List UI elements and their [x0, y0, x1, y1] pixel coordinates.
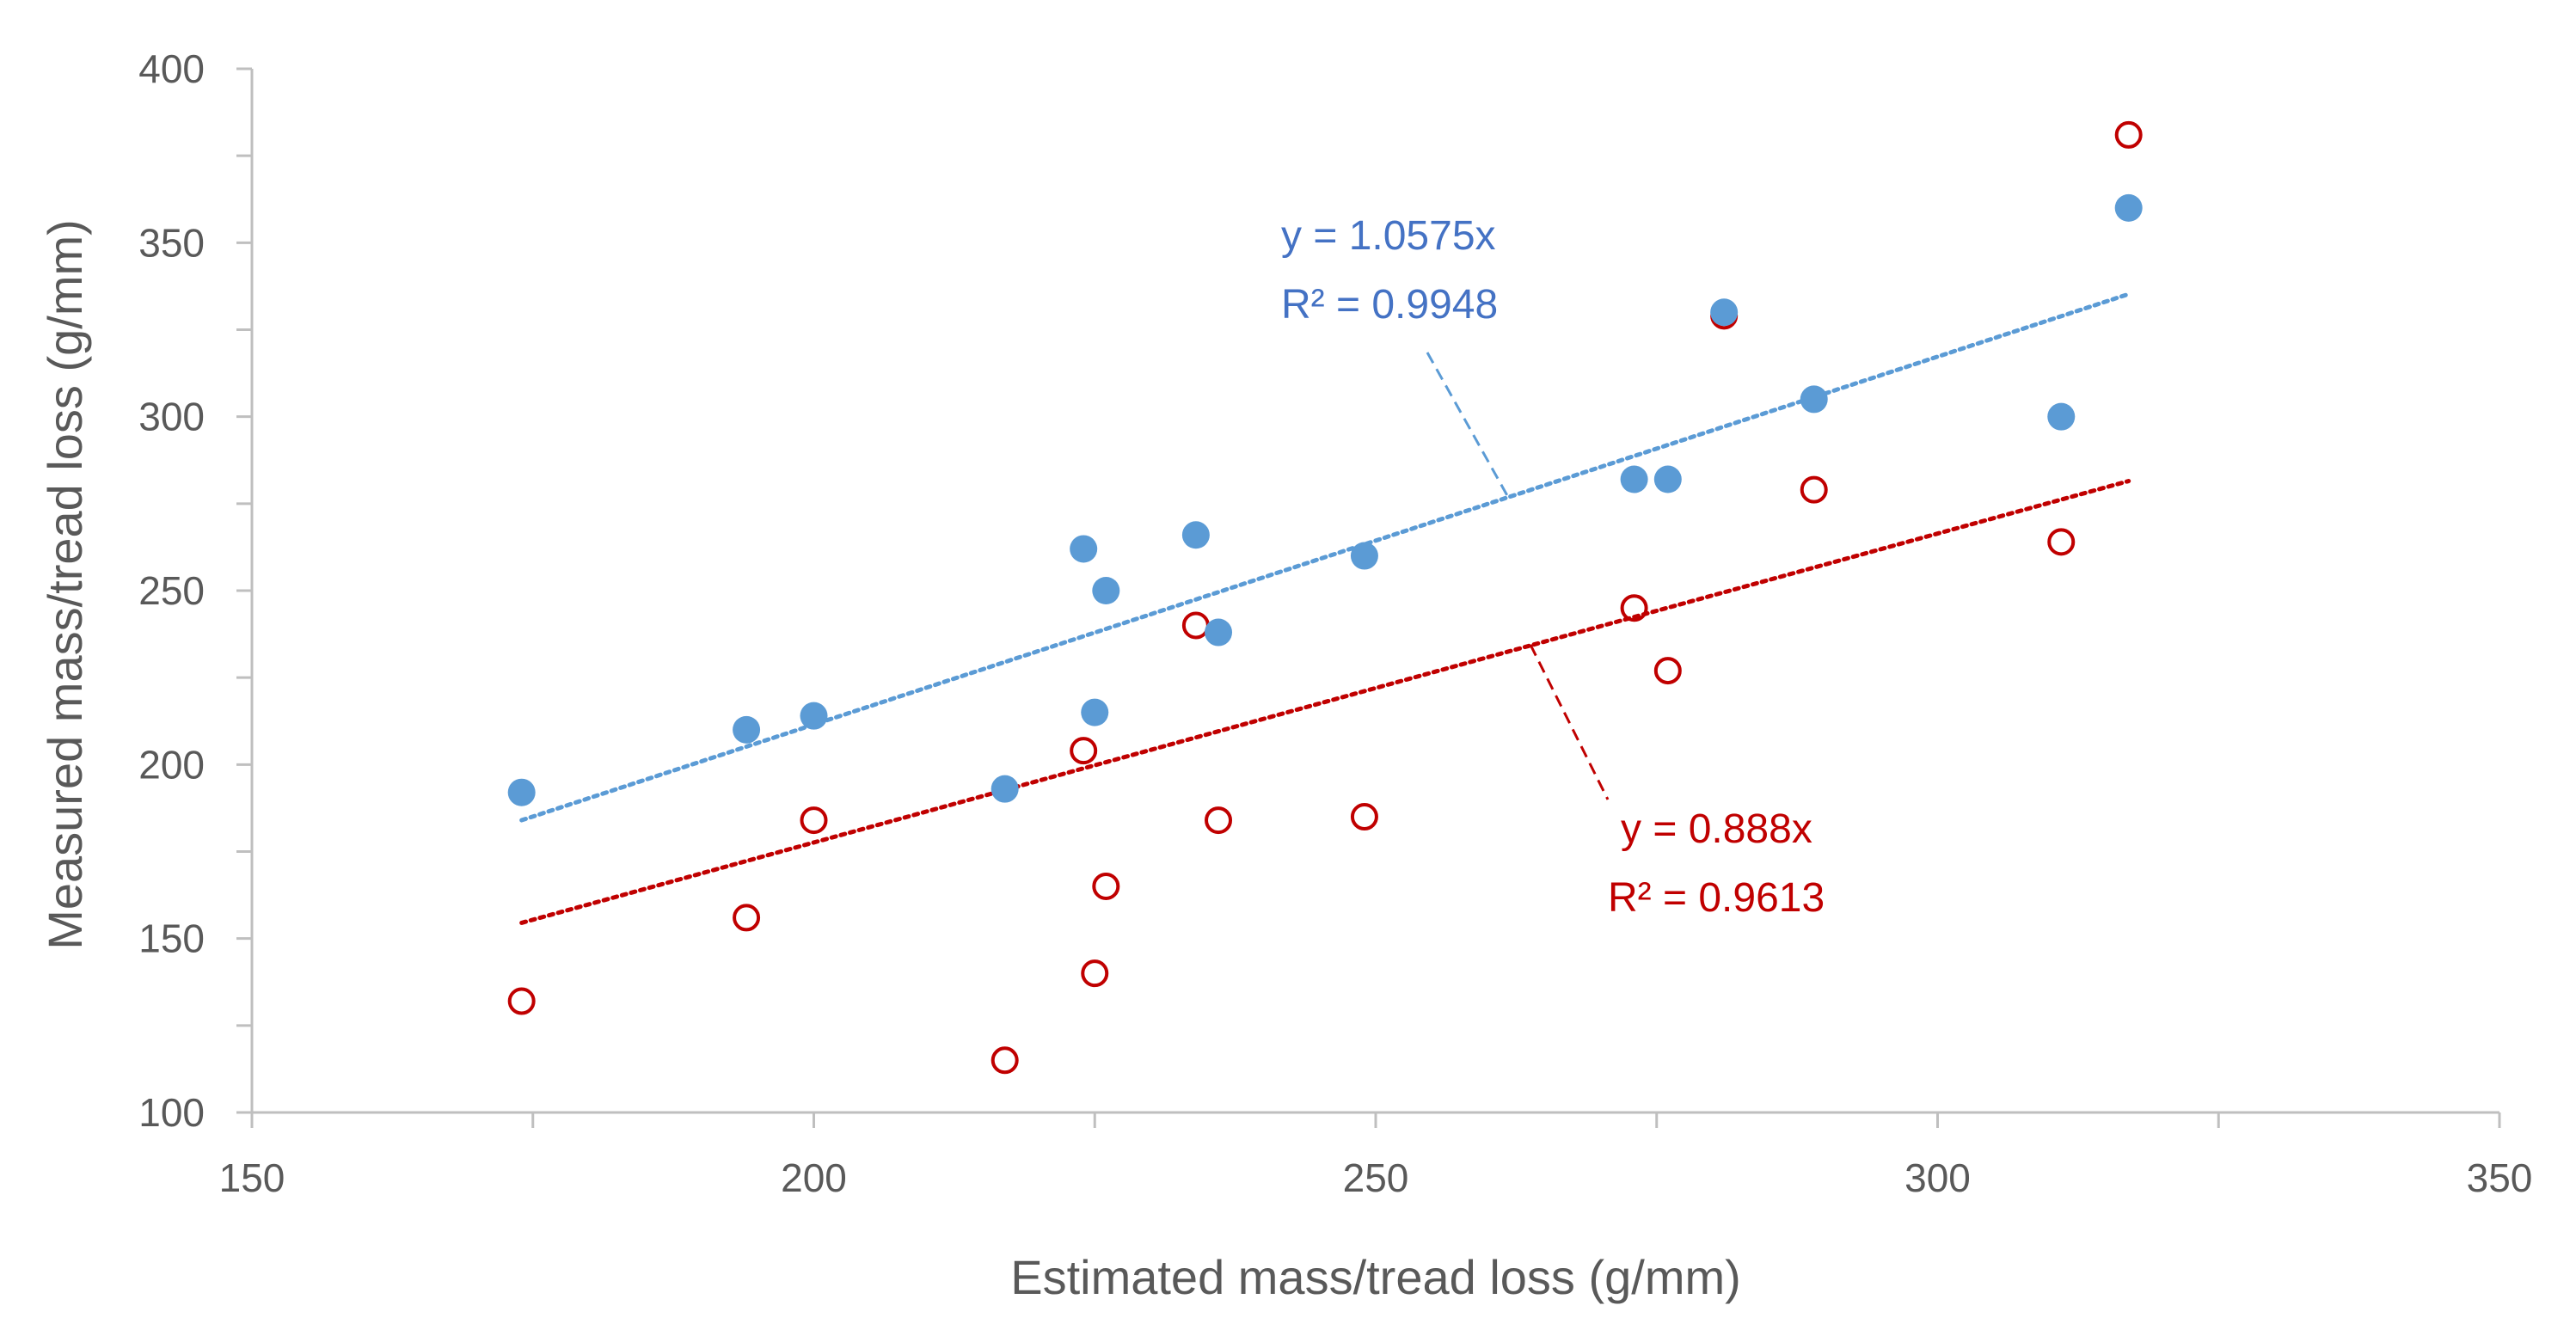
data-point-filled: [1350, 542, 1378, 570]
r2-hollow: R² = 0.9613: [1608, 875, 1825, 921]
y-tick-label: 300: [138, 395, 205, 439]
data-point-hollow: [1350, 803, 1378, 831]
r2-filled: R² = 0.9948: [1281, 282, 1498, 328]
data-point-hollow: [1070, 737, 1098, 765]
x-tick-label: 200: [781, 1155, 847, 1200]
y-tick-label: 400: [138, 46, 205, 91]
y-tick-label: 250: [138, 568, 205, 613]
data-point-filled: [1800, 385, 1828, 414]
y-tick-label: 100: [138, 1090, 205, 1135]
data-point-hollow: [800, 806, 828, 835]
data-point-filled: [1653, 465, 1682, 493]
data-point-filled: [2114, 193, 2143, 222]
axes: 150 200 250 300 350 100 150 200 250 300 350 400: [138, 46, 2532, 1200]
x-tick-label: 250: [1343, 1155, 1409, 1200]
data-point-filled: [1070, 535, 1098, 563]
data-point-filled: [507, 778, 536, 806]
data-point-filled: [991, 775, 1019, 803]
leader-line-filled: [1426, 352, 1511, 499]
x-tick-label: 350: [2467, 1155, 2533, 1200]
data-point-filled: [1092, 577, 1120, 604]
equation-hollow: y = 0.888x: [1621, 806, 1812, 852]
equation-filled: y = 1.0575x: [1281, 213, 1496, 259]
data-point-hollow: [507, 987, 536, 1015]
annotation-filled: y = 1.0575x R² = 0.9948: [1281, 213, 1511, 499]
data-points: [507, 120, 2143, 1075]
x-tick-label: 300: [1904, 1155, 1971, 1200]
y-axis-title: Measured mass/tread loss (g/mm): [38, 219, 92, 950]
data-point-filled: [733, 715, 761, 744]
data-point-filled: [800, 702, 828, 730]
data-point-hollow: [1800, 475, 1828, 504]
y-tick-label: 200: [138, 742, 205, 787]
data-point-filled: [1205, 618, 1233, 647]
data-point-filled: [2047, 402, 2076, 431]
data-point-hollow: [2114, 120, 2143, 149]
data-point-hollow: [1081, 959, 1109, 988]
data-point-hollow: [991, 1046, 1019, 1075]
leader-line-hollow: [1529, 644, 1610, 800]
annotation-hollow: y = 0.888x R² = 0.9613: [1529, 644, 1825, 921]
y-tick-label: 350: [138, 220, 205, 265]
trendlines: [519, 291, 2131, 925]
data-point-filled: [1181, 521, 1210, 549]
data-point-hollow: [733, 904, 761, 932]
trendline-hollow: [519, 479, 2131, 925]
data-point-hollow: [1181, 611, 1210, 640]
y-tick-label: 150: [138, 916, 205, 961]
data-point-hollow: [1205, 806, 1233, 835]
data-point-hollow: [2047, 528, 2076, 556]
data-point-hollow: [1092, 872, 1120, 900]
x-tick-label: 150: [219, 1155, 285, 1200]
data-point-filled: [1081, 698, 1109, 726]
data-point-hollow: [1653, 657, 1682, 685]
data-point-filled: [1710, 298, 1739, 327]
data-point-hollow: [1620, 594, 1648, 622]
trendline-filled: [519, 291, 2131, 823]
x-axis-title: Estimated mass/tread loss (g/mm): [1010, 1250, 1741, 1304]
data-point-filled: [1620, 465, 1648, 493]
